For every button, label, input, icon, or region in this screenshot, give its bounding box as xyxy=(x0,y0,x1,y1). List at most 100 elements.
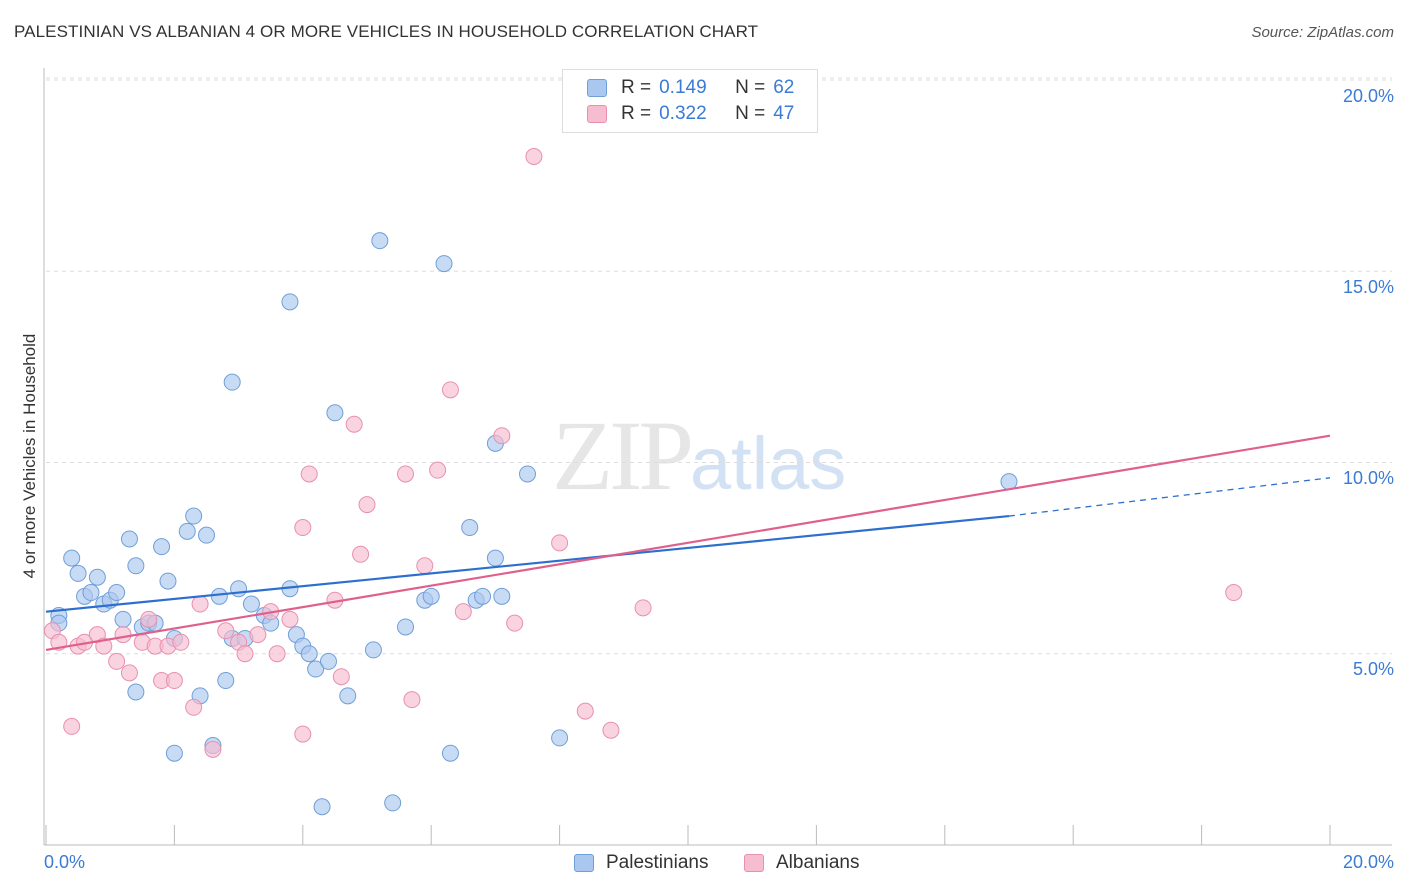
palestinian-point xyxy=(313,798,331,816)
palestinian-point xyxy=(114,610,132,628)
albanian-point xyxy=(191,595,209,613)
albanian-point xyxy=(185,698,203,716)
palestinian-point xyxy=(281,293,299,311)
albanian-point xyxy=(416,557,434,575)
watermark-atlas: atlas xyxy=(690,422,847,505)
albanian-point xyxy=(345,415,363,433)
palestinian-point xyxy=(397,618,415,636)
blue-swatch xyxy=(574,854,594,872)
albanian-point xyxy=(108,652,126,670)
r-value: 0.322 xyxy=(659,103,707,124)
source-label: Source: ZipAtlas.com xyxy=(1251,24,1394,41)
palestinian-point xyxy=(127,557,145,575)
albanian-point xyxy=(236,645,254,663)
palestinian-point xyxy=(319,652,337,670)
watermark: ZIPatlas xyxy=(552,398,846,513)
palestinian-point xyxy=(519,465,536,483)
y-axis-label: 4 or more Vehicles in Household xyxy=(20,333,39,579)
palestinian-point xyxy=(300,645,318,663)
palestinian-point xyxy=(474,587,492,605)
palestinian-point xyxy=(461,519,479,537)
albanian-point xyxy=(114,626,132,644)
albanian-point xyxy=(294,519,312,537)
stats-legend-row-palestinians: R = 0.149 N = 62 xyxy=(587,76,794,100)
stats-legend-row-albanians: R = 0.322 N = 47 xyxy=(587,102,794,126)
palestinian-point xyxy=(422,587,440,605)
palestinian-point xyxy=(159,572,177,590)
palestinian-point xyxy=(1000,473,1018,491)
palestinian-point xyxy=(210,587,228,605)
albanian-point xyxy=(525,148,543,165)
palestinian-point xyxy=(88,568,106,586)
legend-item-albanians[interactable]: Albanians xyxy=(744,852,859,874)
albanian-point xyxy=(551,534,569,552)
palestinian-point xyxy=(63,549,81,567)
albanian-point xyxy=(204,740,222,758)
palestinian-trend-extension xyxy=(1008,477,1331,517)
palestinian-point xyxy=(120,530,138,548)
palestinian-point xyxy=(69,564,87,582)
n-value: 47 xyxy=(773,103,795,124)
n-label: N = xyxy=(735,77,766,98)
albanian-point xyxy=(294,725,312,743)
albanian-point xyxy=(352,545,370,563)
palestinian-point xyxy=(127,683,145,701)
palestinian-point xyxy=(486,549,504,567)
palestinian-point xyxy=(230,580,248,598)
n-value: 62 xyxy=(773,77,795,98)
legend-label: Palestinians xyxy=(606,852,709,873)
palestinian-point xyxy=(153,538,171,556)
albanian-point xyxy=(429,461,447,479)
x-tick-label-min: 0.0% xyxy=(44,852,86,872)
albanian-point xyxy=(140,610,158,628)
palestinian-point xyxy=(307,660,325,678)
legend-label: Albanians xyxy=(776,852,860,873)
albanian-point xyxy=(602,721,620,739)
albanian-point xyxy=(403,691,421,709)
palestinian-point xyxy=(441,744,459,762)
albanian-point xyxy=(397,465,415,483)
palestinian-point xyxy=(82,584,100,602)
albanian-point xyxy=(358,496,376,514)
y-tick-label-15: 15.0% xyxy=(1342,277,1394,297)
palestinian-trend-line xyxy=(45,514,1010,613)
pink-swatch xyxy=(587,105,607,123)
x-tick-label-max: 20.0% xyxy=(1342,852,1394,872)
palestinian-point xyxy=(217,672,235,690)
albanian-point xyxy=(454,603,472,621)
palestinian-point xyxy=(435,255,453,273)
y-tick-label-5: 5.0% xyxy=(1352,659,1394,679)
palestinian-point xyxy=(242,595,260,613)
albanian-point xyxy=(634,599,652,617)
r-value: 0.149 xyxy=(659,77,707,98)
stats-legend: R = 0.149 N = 62 R = 0.322 N = 47 xyxy=(562,69,818,133)
albanian-point xyxy=(281,610,299,628)
n-label: N = xyxy=(735,103,766,124)
palestinian-point xyxy=(364,641,382,659)
palestinian-point xyxy=(185,507,203,525)
albanian-point xyxy=(172,633,190,651)
r-label: R = xyxy=(621,77,652,98)
palestinian-point xyxy=(223,373,241,391)
palestinian-point xyxy=(165,744,183,762)
palestinian-point xyxy=(326,404,344,422)
albanian-point xyxy=(493,427,511,445)
albanian-point xyxy=(95,637,113,655)
albanian-point xyxy=(249,626,267,644)
r-label: R = xyxy=(621,103,652,124)
albanian-point xyxy=(1225,584,1243,602)
albanian-point xyxy=(300,465,318,483)
palestinian-point xyxy=(108,584,126,602)
pink-swatch xyxy=(744,854,764,872)
albanian-trend-line xyxy=(45,434,1331,652)
albanian-point xyxy=(576,702,594,720)
albanian-point xyxy=(332,668,350,686)
legend-item-palestinians[interactable]: Palestinians xyxy=(574,852,708,874)
albanian-point xyxy=(217,622,235,640)
chart-title: PALESTINIAN VS ALBANIAN 4 OR MORE VEHICL… xyxy=(14,22,759,41)
palestinian-point xyxy=(384,794,402,812)
palestinian-point xyxy=(493,587,511,605)
y-tick-label-10: 10.0% xyxy=(1342,468,1394,488)
albanian-point xyxy=(441,381,459,399)
